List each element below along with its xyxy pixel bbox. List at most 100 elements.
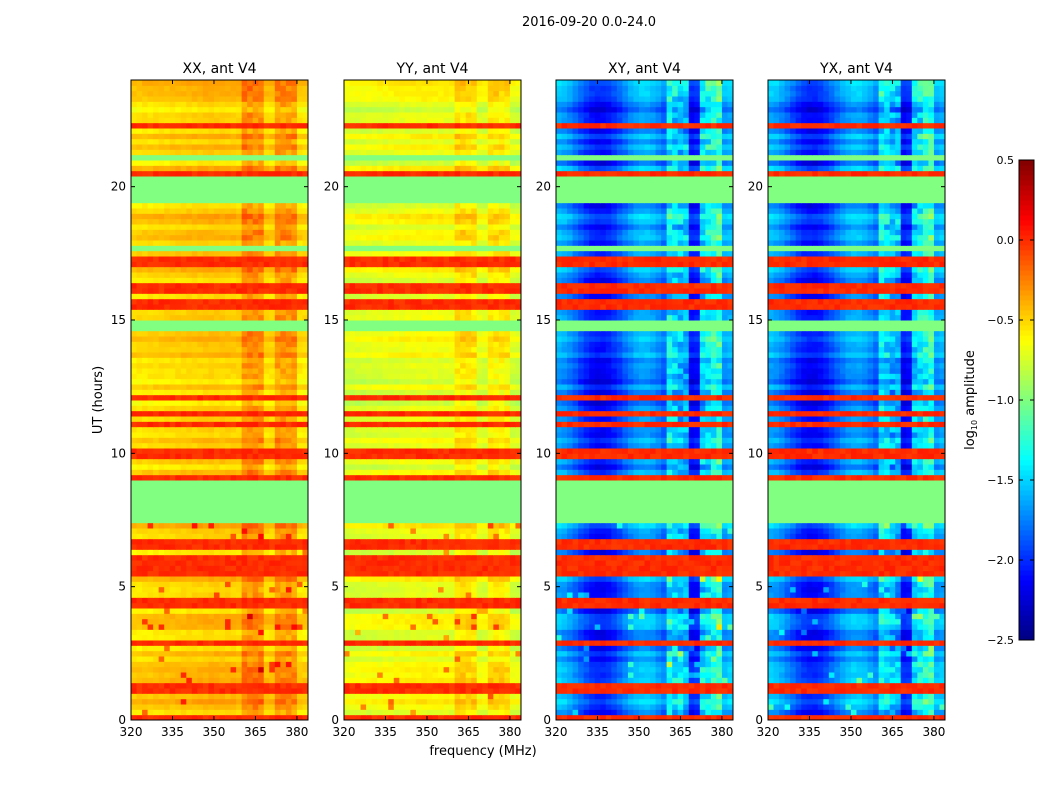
heatmap-cell [269, 592, 276, 598]
heatmap-cell [509, 538, 516, 545]
heatmap-cell [225, 496, 232, 502]
heatmap-cell [355, 672, 362, 678]
heatmap-cell [393, 565, 400, 572]
heatmap-cell [175, 138, 182, 145]
heatmap-cell [225, 629, 232, 636]
heatmap-cell [241, 522, 248, 529]
heatmap-cell [388, 645, 395, 652]
heatmap-cell [158, 298, 165, 305]
heatmap-cell [285, 176, 292, 182]
heatmap-cell [366, 661, 373, 668]
heatmap-cell [142, 704, 149, 710]
heatmap-cell [169, 160, 176, 166]
heatmap-cell [509, 661, 516, 668]
heatmap-cell [180, 304, 187, 310]
heatmap-cell [382, 624, 389, 630]
heatmap-cell [158, 224, 165, 230]
heatmap-cell [219, 624, 226, 630]
heatmap-cell [241, 138, 248, 145]
heatmap-cell [175, 282, 182, 289]
heatmap-cell [180, 512, 187, 518]
heatmap-cell [147, 597, 154, 604]
heatmap-cell [296, 250, 303, 257]
heatmap-cell [136, 624, 143, 630]
heatmap-cell [158, 496, 165, 502]
heatmap-cell [366, 693, 373, 700]
heatmap-cell [360, 698, 367, 705]
heatmap-cell [230, 106, 237, 113]
heatmap-cell [476, 672, 483, 678]
heatmap-cell [236, 480, 243, 486]
heatmap-cell [191, 336, 198, 342]
heatmap-cell [175, 709, 182, 716]
heatmap-cell [247, 170, 254, 177]
heatmap-cell [186, 709, 193, 716]
heatmap-cell [296, 298, 303, 305]
heatmap-cell [236, 613, 243, 620]
heatmap-cell [175, 224, 182, 230]
heatmap-cell [247, 581, 254, 588]
heatmap-cell [509, 613, 516, 620]
heatmap-cell [142, 314, 149, 321]
heatmap-cell [482, 576, 489, 582]
heatmap-cell [366, 576, 373, 582]
heatmap-cell [158, 304, 165, 310]
heatmap-cell [360, 704, 367, 710]
heatmap-cell [360, 666, 367, 673]
heatmap-cell [269, 138, 276, 145]
heatmap-cell [197, 181, 204, 188]
heatmap-cell [263, 522, 270, 529]
heatmap-cell [153, 437, 160, 444]
heatmap-cell [225, 405, 232, 412]
heatmap-cell [443, 656, 450, 662]
heatmap-cell [142, 714, 149, 721]
heatmap-cell [371, 608, 378, 614]
heatmap-cell [482, 688, 489, 694]
heatmap-cell [285, 565, 292, 572]
heatmap-cell [136, 85, 143, 92]
heatmap-cell [142, 293, 149, 300]
heatmap-cell [225, 229, 232, 236]
heatmap-cell [349, 544, 356, 550]
heatmap-cell [230, 634, 237, 641]
heatmap-cell [280, 576, 287, 582]
heatmap-cell [258, 341, 265, 348]
heatmap-cell [393, 672, 400, 678]
heatmap-cell [202, 645, 209, 652]
heatmap-cell [208, 576, 215, 582]
heatmap-cell [269, 570, 276, 577]
heatmap-cell [241, 618, 248, 625]
heatmap-cell [404, 618, 411, 625]
heatmap-cell [147, 128, 154, 134]
heatmap-cell [388, 661, 395, 668]
heatmap-cell [164, 538, 171, 545]
heatmap-cell [136, 144, 143, 150]
heatmap-cell [355, 554, 362, 561]
heatmap-cell [213, 608, 220, 614]
heatmap-cell [197, 613, 204, 620]
heatmap-cell [197, 352, 204, 358]
heatmap-cell [247, 272, 254, 278]
heatmap-cell [280, 634, 287, 641]
heatmap-cell [263, 645, 270, 652]
heatmap-cell [366, 698, 373, 705]
heatmap-cell [225, 128, 232, 134]
heatmap-cell [263, 186, 270, 193]
heatmap-cell [225, 560, 232, 566]
heatmap-cell [258, 586, 265, 593]
heatmap-cell [263, 538, 270, 545]
heatmap-cell [175, 186, 182, 193]
heatmap-cell [349, 672, 356, 678]
heatmap-cell [169, 613, 176, 620]
heatmap-cell [208, 640, 215, 646]
heatmap-cell [202, 512, 209, 518]
heatmap-cell [208, 501, 215, 508]
heatmap-cell [274, 405, 281, 412]
heatmap-cell [471, 693, 478, 700]
heatmap-cell [302, 432, 309, 438]
heatmap-cell [498, 672, 505, 678]
heatmap-cell [449, 576, 456, 582]
heatmap-cell [202, 181, 209, 188]
heatmap-cell [213, 293, 220, 300]
heatmap-cell [302, 357, 309, 364]
